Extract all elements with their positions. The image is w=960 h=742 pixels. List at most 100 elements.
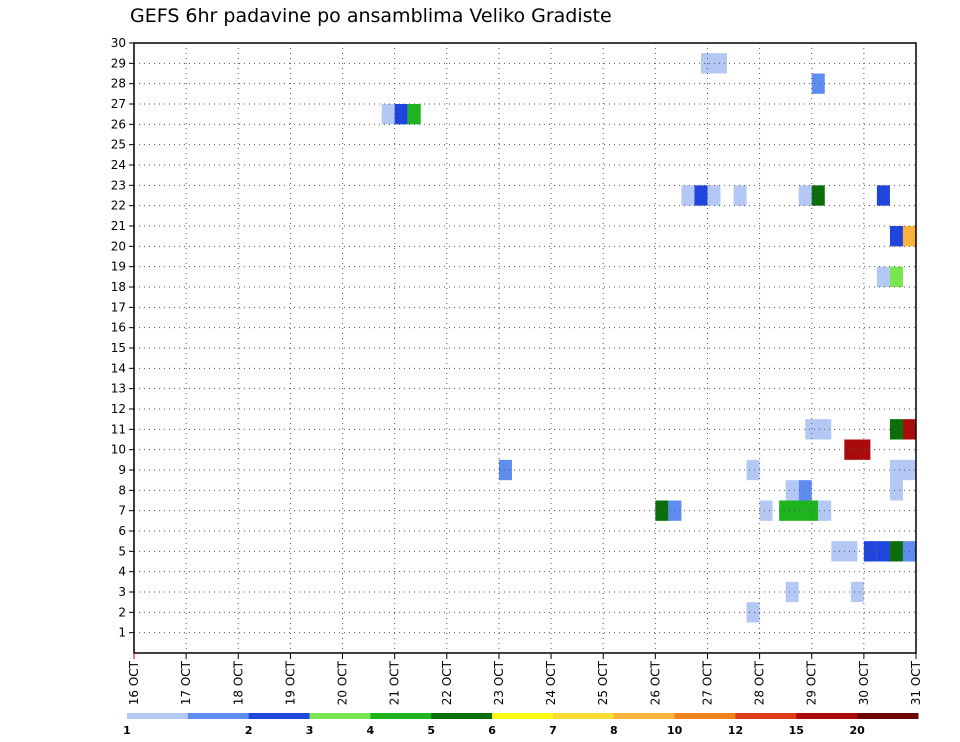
y-tick-label: 14 xyxy=(111,361,126,375)
data-cell xyxy=(407,104,421,125)
data-cell xyxy=(394,104,408,125)
data-cell xyxy=(844,439,871,460)
data-cell xyxy=(498,459,512,481)
data-cell xyxy=(889,459,903,501)
y-tick-label: 22 xyxy=(111,199,126,213)
y-tick-label: 5 xyxy=(118,544,126,558)
y-tick-label: 15 xyxy=(111,341,126,355)
legend-swatch xyxy=(674,713,736,719)
legend-label: 8 xyxy=(610,724,618,737)
y-tick-label: 2 xyxy=(118,605,126,619)
legend-swatch xyxy=(552,713,615,719)
data-cell xyxy=(707,185,721,206)
y-tick-label: 8 xyxy=(118,483,126,497)
data-cell xyxy=(655,500,669,521)
y-tick-label: 13 xyxy=(111,382,126,396)
x-tick-label: 22 OCT xyxy=(440,660,454,705)
data-cell xyxy=(889,266,903,287)
data-cell xyxy=(733,185,747,206)
chart-title: GEFS 6hr padavine po ansamblima Veliko G… xyxy=(130,5,612,27)
data-cell xyxy=(876,541,890,562)
legend-label: 20 xyxy=(849,724,865,737)
x-tick-label: 23 OCT xyxy=(492,660,506,705)
data-cell xyxy=(746,602,760,623)
data-cell xyxy=(889,541,903,562)
x-tick-label: 17 OCT xyxy=(179,660,193,705)
legend-swatch xyxy=(492,713,554,719)
data-cell xyxy=(681,185,695,206)
legend-label: 7 xyxy=(549,724,557,737)
y-tick-label: 28 xyxy=(111,77,126,91)
legend-swatch xyxy=(857,713,919,719)
legend-swatch xyxy=(127,713,189,719)
legend-label: 4 xyxy=(367,724,375,737)
x-tick-label: 28 OCT xyxy=(753,660,767,705)
legend-swatch xyxy=(796,713,858,719)
legend-swatch xyxy=(431,713,493,719)
y-tick-label: 10 xyxy=(111,443,126,457)
x-tick-label: 19 OCT xyxy=(283,660,297,705)
x-tick-label: 20 OCT xyxy=(336,660,350,705)
x-tick-label: 18 OCT xyxy=(231,660,245,705)
x-tick-label: 29 OCT xyxy=(805,660,819,705)
y-tick-label: 11 xyxy=(111,422,126,436)
y-tick-label: 24 xyxy=(111,158,126,172)
data-cell xyxy=(805,419,832,440)
data-cell xyxy=(889,419,903,440)
data-cell xyxy=(850,581,864,603)
data-cell xyxy=(746,459,760,481)
y-tick-label: 17 xyxy=(111,300,126,314)
x-tick-label: 27 OCT xyxy=(700,660,714,705)
y-tick-label: 9 xyxy=(118,463,126,477)
y-tick-label: 21 xyxy=(111,219,126,233)
y-tick-label: 30 xyxy=(111,36,126,50)
y-tick-label: 20 xyxy=(111,239,126,253)
legend-label: 10 xyxy=(667,724,683,737)
legend-swatch xyxy=(735,713,797,719)
legend-label: 12 xyxy=(728,724,743,737)
data-cell xyxy=(779,500,819,521)
x-tick-label: 30 OCT xyxy=(857,660,871,705)
y-tick-label: 18 xyxy=(111,280,126,294)
data-cell xyxy=(798,185,812,206)
x-tick-label: 26 OCT xyxy=(648,660,662,705)
y-tick-label: 19 xyxy=(111,260,126,274)
y-tick-label: 26 xyxy=(111,117,126,131)
x-tick-label: 25 OCT xyxy=(596,660,610,705)
legend-swatch xyxy=(613,713,676,719)
legend-label: 2 xyxy=(245,724,253,737)
data-cell xyxy=(889,226,903,247)
y-tick-label: 6 xyxy=(118,524,126,538)
y-tick-label: 4 xyxy=(118,565,126,579)
legend-swatch xyxy=(309,713,371,719)
y-tick-label: 16 xyxy=(111,321,126,335)
data-cell xyxy=(785,581,799,603)
data-cell xyxy=(902,226,916,247)
data-cell xyxy=(798,480,812,501)
y-tick-label: 1 xyxy=(118,626,126,640)
data-cell xyxy=(876,185,890,206)
legend-label: 6 xyxy=(488,724,496,737)
y-tick-label: 7 xyxy=(118,504,126,518)
legend-swatch xyxy=(248,713,311,719)
data-cell xyxy=(785,480,799,501)
data-cell xyxy=(863,541,877,562)
data-cell xyxy=(876,266,890,287)
legend-label: 15 xyxy=(789,724,804,737)
data-cell xyxy=(381,104,395,125)
data-cell xyxy=(811,73,825,94)
data-cell xyxy=(759,500,773,521)
legend-swatch xyxy=(370,713,432,719)
x-tick-label: 31 OCT xyxy=(909,660,923,705)
y-tick-label: 27 xyxy=(111,97,126,111)
legend-label: 5 xyxy=(427,724,435,737)
data-cell xyxy=(694,185,708,206)
legend-label: 1 xyxy=(123,724,131,737)
legend-label: 3 xyxy=(306,724,314,737)
x-tick-label: 16 OCT xyxy=(127,660,141,705)
legend-swatch xyxy=(187,713,250,719)
x-tick-label: 24 OCT xyxy=(544,660,558,705)
y-tick-label: 25 xyxy=(111,138,126,152)
y-tick-label: 12 xyxy=(111,402,126,416)
